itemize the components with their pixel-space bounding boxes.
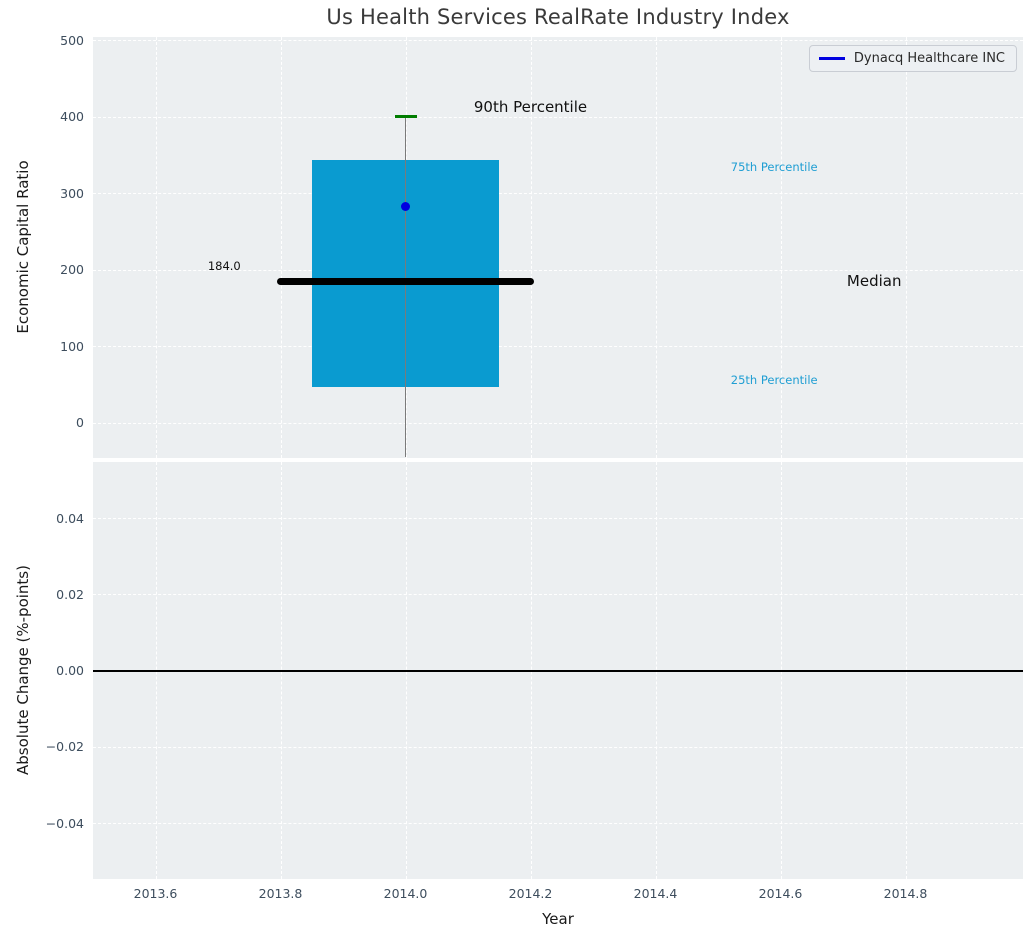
gridline-horizontal [93,518,1023,519]
axes-top-boxplot: Dynacq Healthcare INC 90th Percentile 75t… [93,37,1023,458]
annotation-median: Median [846,272,902,291]
chart-title: Us Health Services RealRate Industry Ind… [326,5,790,29]
y-tick-label: 400 [60,109,84,125]
legend-label: Dynacq Healthcare INC [853,51,1005,66]
y-tick-label: 0.02 [56,586,84,602]
x-axis-label: Year [542,910,574,928]
annotation-184-0: 184.0 [207,258,241,273]
x-tick-label: 2014.6 [758,886,803,901]
annotation-25th-percentile: 25th Percentile [730,372,818,387]
x-tick-label: 2014.4 [633,886,678,901]
boxplot-median-line [277,278,534,286]
boxplot-whisker [404,116,407,457]
gridline-horizontal [93,116,1023,118]
y-tick-label: 0.04 [56,510,84,526]
y-tick-label: 0.00 [56,663,84,678]
gridline-vertical [530,37,532,458]
y-tick-label: 300 [60,185,84,201]
y-tick-label: −0.02 [45,739,84,755]
x-tick-label: 2013.8 [258,886,303,901]
y-tick-label: 200 [60,262,84,278]
gridline-horizontal [93,40,1023,42]
x-tick-label: 2014.0 [383,886,428,901]
legend: Dynacq Healthcare INC [808,45,1017,72]
gridline-horizontal [93,346,1023,348]
gridline-vertical [780,37,782,458]
y-tick-label: 500 [60,32,84,48]
gridline-vertical [155,37,157,458]
gridline-vertical [280,37,282,458]
gridline-horizontal [93,823,1023,824]
annotation-90th-percentile: 90th Percentile [473,98,588,117]
gridline-vertical [905,37,907,458]
legend-line-swatch [818,57,845,60]
y-tick-label: 0 [76,415,84,431]
zero-change-line [93,669,1023,672]
company-value-dot [401,202,410,212]
gridline-horizontal [93,422,1023,424]
x-tick-label: 2014.8 [883,886,928,901]
gridline-vertical [655,37,657,458]
x-tick-label: 2014.2 [508,886,553,901]
y-tick-label: −0.04 [45,815,84,831]
gridline-horizontal [93,193,1023,195]
gridline-horizontal [93,594,1023,596]
annotation-75th-percentile: 75th Percentile [730,160,818,175]
gridline-horizontal [93,269,1023,271]
boxplot-90th-percentile-cap [394,115,417,119]
y-tick-label: 100 [60,338,84,354]
x-tick-label: 2013.6 [133,886,178,901]
gridline-horizontal [93,746,1023,748]
